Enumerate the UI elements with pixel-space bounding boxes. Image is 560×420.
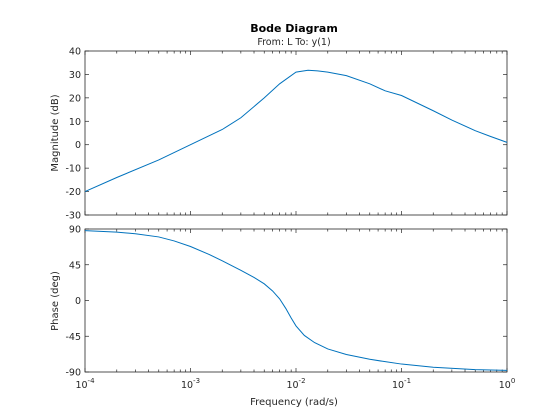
chart-title: Bode Diagram [250,22,338,35]
chart-subtitle: From: L To: y(1) [257,37,330,48]
phase-y-tick-label: 90 [69,225,81,236]
magnitude-y-tick-label: 30 [69,70,81,81]
magnitude-axes: 40 30 20 10 0 -10 -20 -30 [65,47,508,222]
phase-y-tick-label: 45 [69,260,81,271]
phase-y-tick-label: -90 [65,368,81,379]
magnitude-y-tick-label: -20 [65,187,81,198]
magnitude-y-tick-label: -30 [65,211,81,222]
phase-curve [84,230,508,371]
magnitude-y-tick-label: 0 [75,140,81,151]
magnitude-y-tick-label: 10 [69,117,81,128]
magnitude-axis-label: Magnitude (dB) [50,94,61,171]
magnitude-y-tick-label: 40 [69,47,81,58]
magnitude-curve [84,69,508,193]
phase-y-tick-label: -45 [65,332,81,343]
magnitude-y-tick-label: 20 [69,93,81,104]
phase-plot-area [84,228,508,373]
x-axis-label: Frequency (rad/s) [250,397,338,408]
x-tick-label: 100 [499,377,516,391]
phase-y-tick-label: 0 [75,296,81,307]
x-tick-label: 10-2 [286,377,305,391]
x-tick-label: 10-4 [75,377,95,391]
x-tick-label: 10-1 [392,377,411,391]
magnitude-y-tick-label: -10 [65,164,81,175]
x-tick-label: 10-3 [181,377,200,391]
magnitude-plot-area [84,50,508,216]
phase-axis-label: Phase (deg) [50,271,61,331]
